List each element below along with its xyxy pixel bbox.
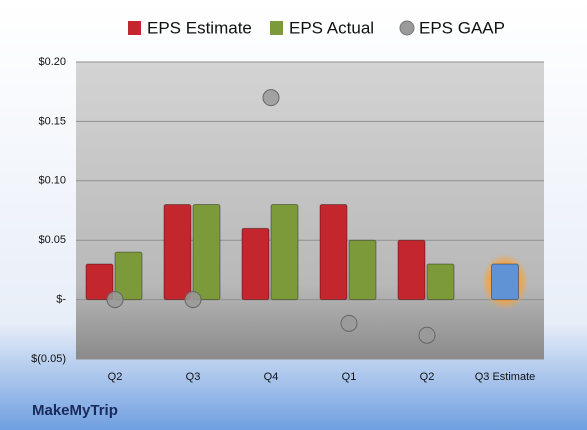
bar [397,239,426,301]
x-tick-label: Q2 [108,371,123,383]
dot [340,314,358,332]
bar [348,239,377,301]
legend-label: EPS Actual [289,18,374,37]
legend-label: EPS GAAP [419,18,505,37]
y-tick-label: $0.20 [38,56,66,68]
bar [114,251,143,301]
bar [192,204,221,301]
legend-marker [399,20,415,36]
bar [241,227,270,301]
y-tick-label: $- [56,294,66,306]
y-tick-label: $0.05 [38,234,66,246]
legend-marker [128,21,141,35]
plot-area [76,62,544,359]
bar [319,204,348,301]
bar [491,263,519,301]
x-tick-label: Q1 [342,371,357,383]
dot [106,291,124,309]
bar [426,263,455,301]
y-tick-label: $(0.05) [31,353,66,365]
bar [85,263,114,301]
y-tick-label: $0.15 [38,115,66,127]
legend-label: EPS Estimate [147,18,252,37]
y-tick-label: $0.10 [38,175,66,187]
x-tick-label: Q4 [264,371,279,383]
dot [262,89,280,107]
x-tick-label: Q2 [420,371,435,383]
dot [418,326,436,344]
x-tick-label: Q3 [186,371,201,383]
x-tick-label: Q3 Estimate [475,371,536,383]
bar [163,204,192,301]
source: MakeMyTrip [32,402,118,419]
bar [270,204,299,301]
dot [184,291,202,309]
legend-marker [270,21,283,35]
